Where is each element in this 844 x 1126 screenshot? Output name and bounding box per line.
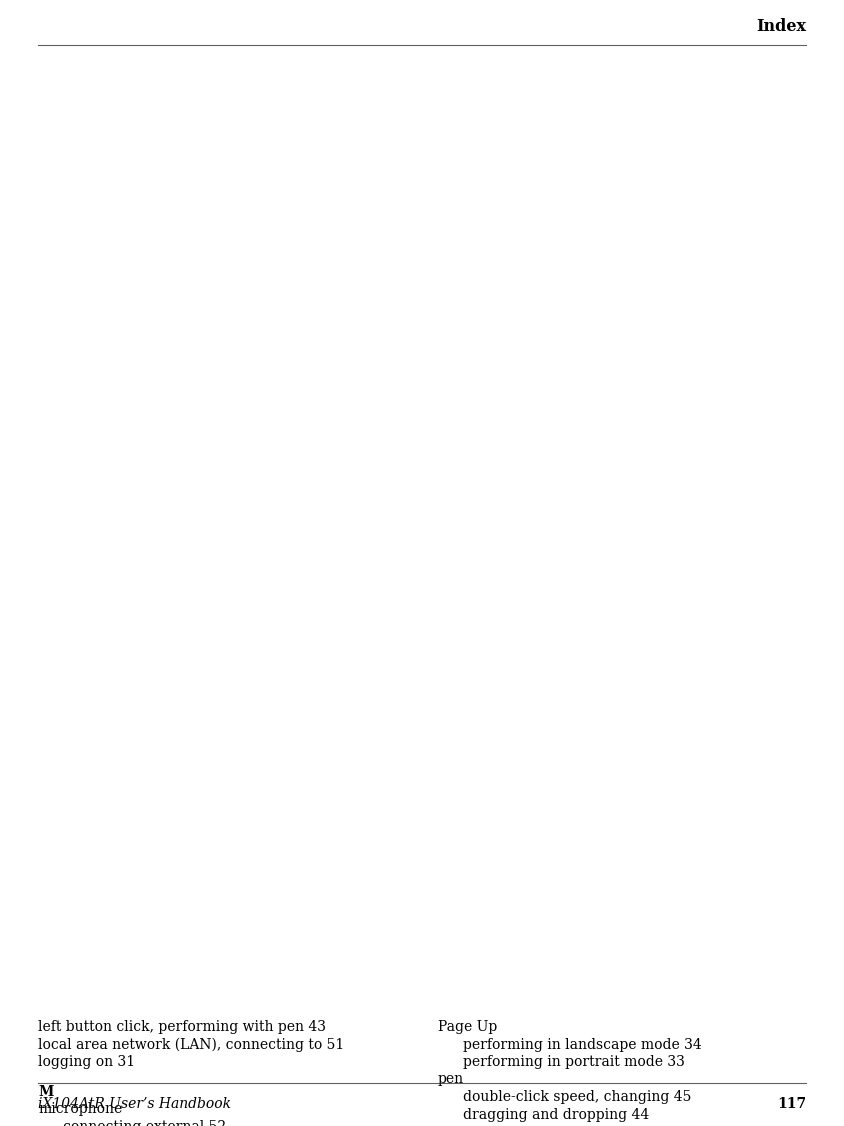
Text: iX104AtR User’s Handbook: iX104AtR User’s Handbook: [38, 1097, 231, 1111]
Text: performing in portrait mode 33: performing in portrait mode 33: [463, 1055, 684, 1069]
Text: Page Up: Page Up: [438, 1020, 497, 1034]
Text: left button click, performing with pen 43: left button click, performing with pen 4…: [38, 1020, 326, 1034]
Text: microphone: microphone: [38, 1102, 122, 1116]
Text: logging on 31: logging on 31: [38, 1055, 135, 1069]
Text: connecting external 52: connecting external 52: [63, 1119, 226, 1126]
Text: performing in landscape mode 34: performing in landscape mode 34: [463, 1037, 701, 1052]
Text: double-click speed, changing 45: double-click speed, changing 45: [463, 1090, 691, 1103]
Text: Index: Index: [756, 18, 806, 35]
Text: pen: pen: [438, 1072, 464, 1087]
Text: local area network (LAN), connecting to 51: local area network (LAN), connecting to …: [38, 1037, 344, 1052]
Text: dragging and dropping 44: dragging and dropping 44: [463, 1108, 649, 1121]
Text: M: M: [38, 1084, 53, 1099]
Text: 117: 117: [776, 1097, 806, 1111]
